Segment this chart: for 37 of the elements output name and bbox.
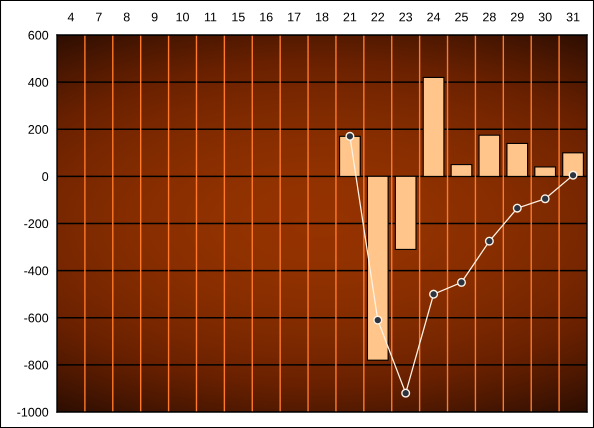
y-tick-label: -800 — [24, 360, 48, 370]
x-tick-label: 9 — [152, 12, 158, 22]
x-tick-label: 30 — [538, 12, 552, 22]
y-tick-label: 200 — [28, 125, 48, 134]
y-tick-label: -200 — [24, 219, 48, 228]
x-tick-label: 23 — [399, 12, 412, 22]
x-tick-label: 18 — [316, 12, 328, 22]
point — [512, 204, 522, 213]
y-tick-label: 0 — [42, 172, 48, 182]
point — [540, 194, 550, 204]
y-tick-label: -1000 — [17, 408, 48, 417]
x-tick-label: 15 — [232, 12, 245, 22]
x-tick-label: 31 — [566, 12, 580, 22]
y-tick-label: 600 — [28, 30, 48, 40]
point — [345, 132, 354, 141]
x-tick-label: 28 — [483, 12, 496, 22]
x-tick-label: 22 — [371, 12, 384, 22]
x-tick-label: 24 — [427, 12, 440, 22]
x-tick-label: 21 — [344, 12, 356, 22]
y-tick-label: -600 — [24, 314, 48, 322]
point — [456, 278, 466, 287]
x-tick-label: 17 — [288, 12, 300, 22]
y-tick-label: 400 — [28, 78, 48, 87]
x-tick-label: 16 — [260, 12, 273, 22]
x-tick-label: 11 — [204, 12, 216, 22]
point — [484, 236, 494, 246]
point — [373, 316, 382, 325]
x-tick-label: 29 — [510, 12, 524, 22]
y-tick-label: -400 — [24, 266, 48, 276]
point — [401, 388, 410, 398]
x-tick-label: 10 — [176, 12, 189, 22]
x-tick-label: 7 — [96, 12, 102, 22]
x-tick-label: 4 — [68, 12, 74, 22]
point — [429, 290, 438, 299]
x-tick-label: 25 — [455, 12, 468, 22]
point — [568, 170, 578, 180]
x-tick-label: 8 — [124, 12, 130, 22]
